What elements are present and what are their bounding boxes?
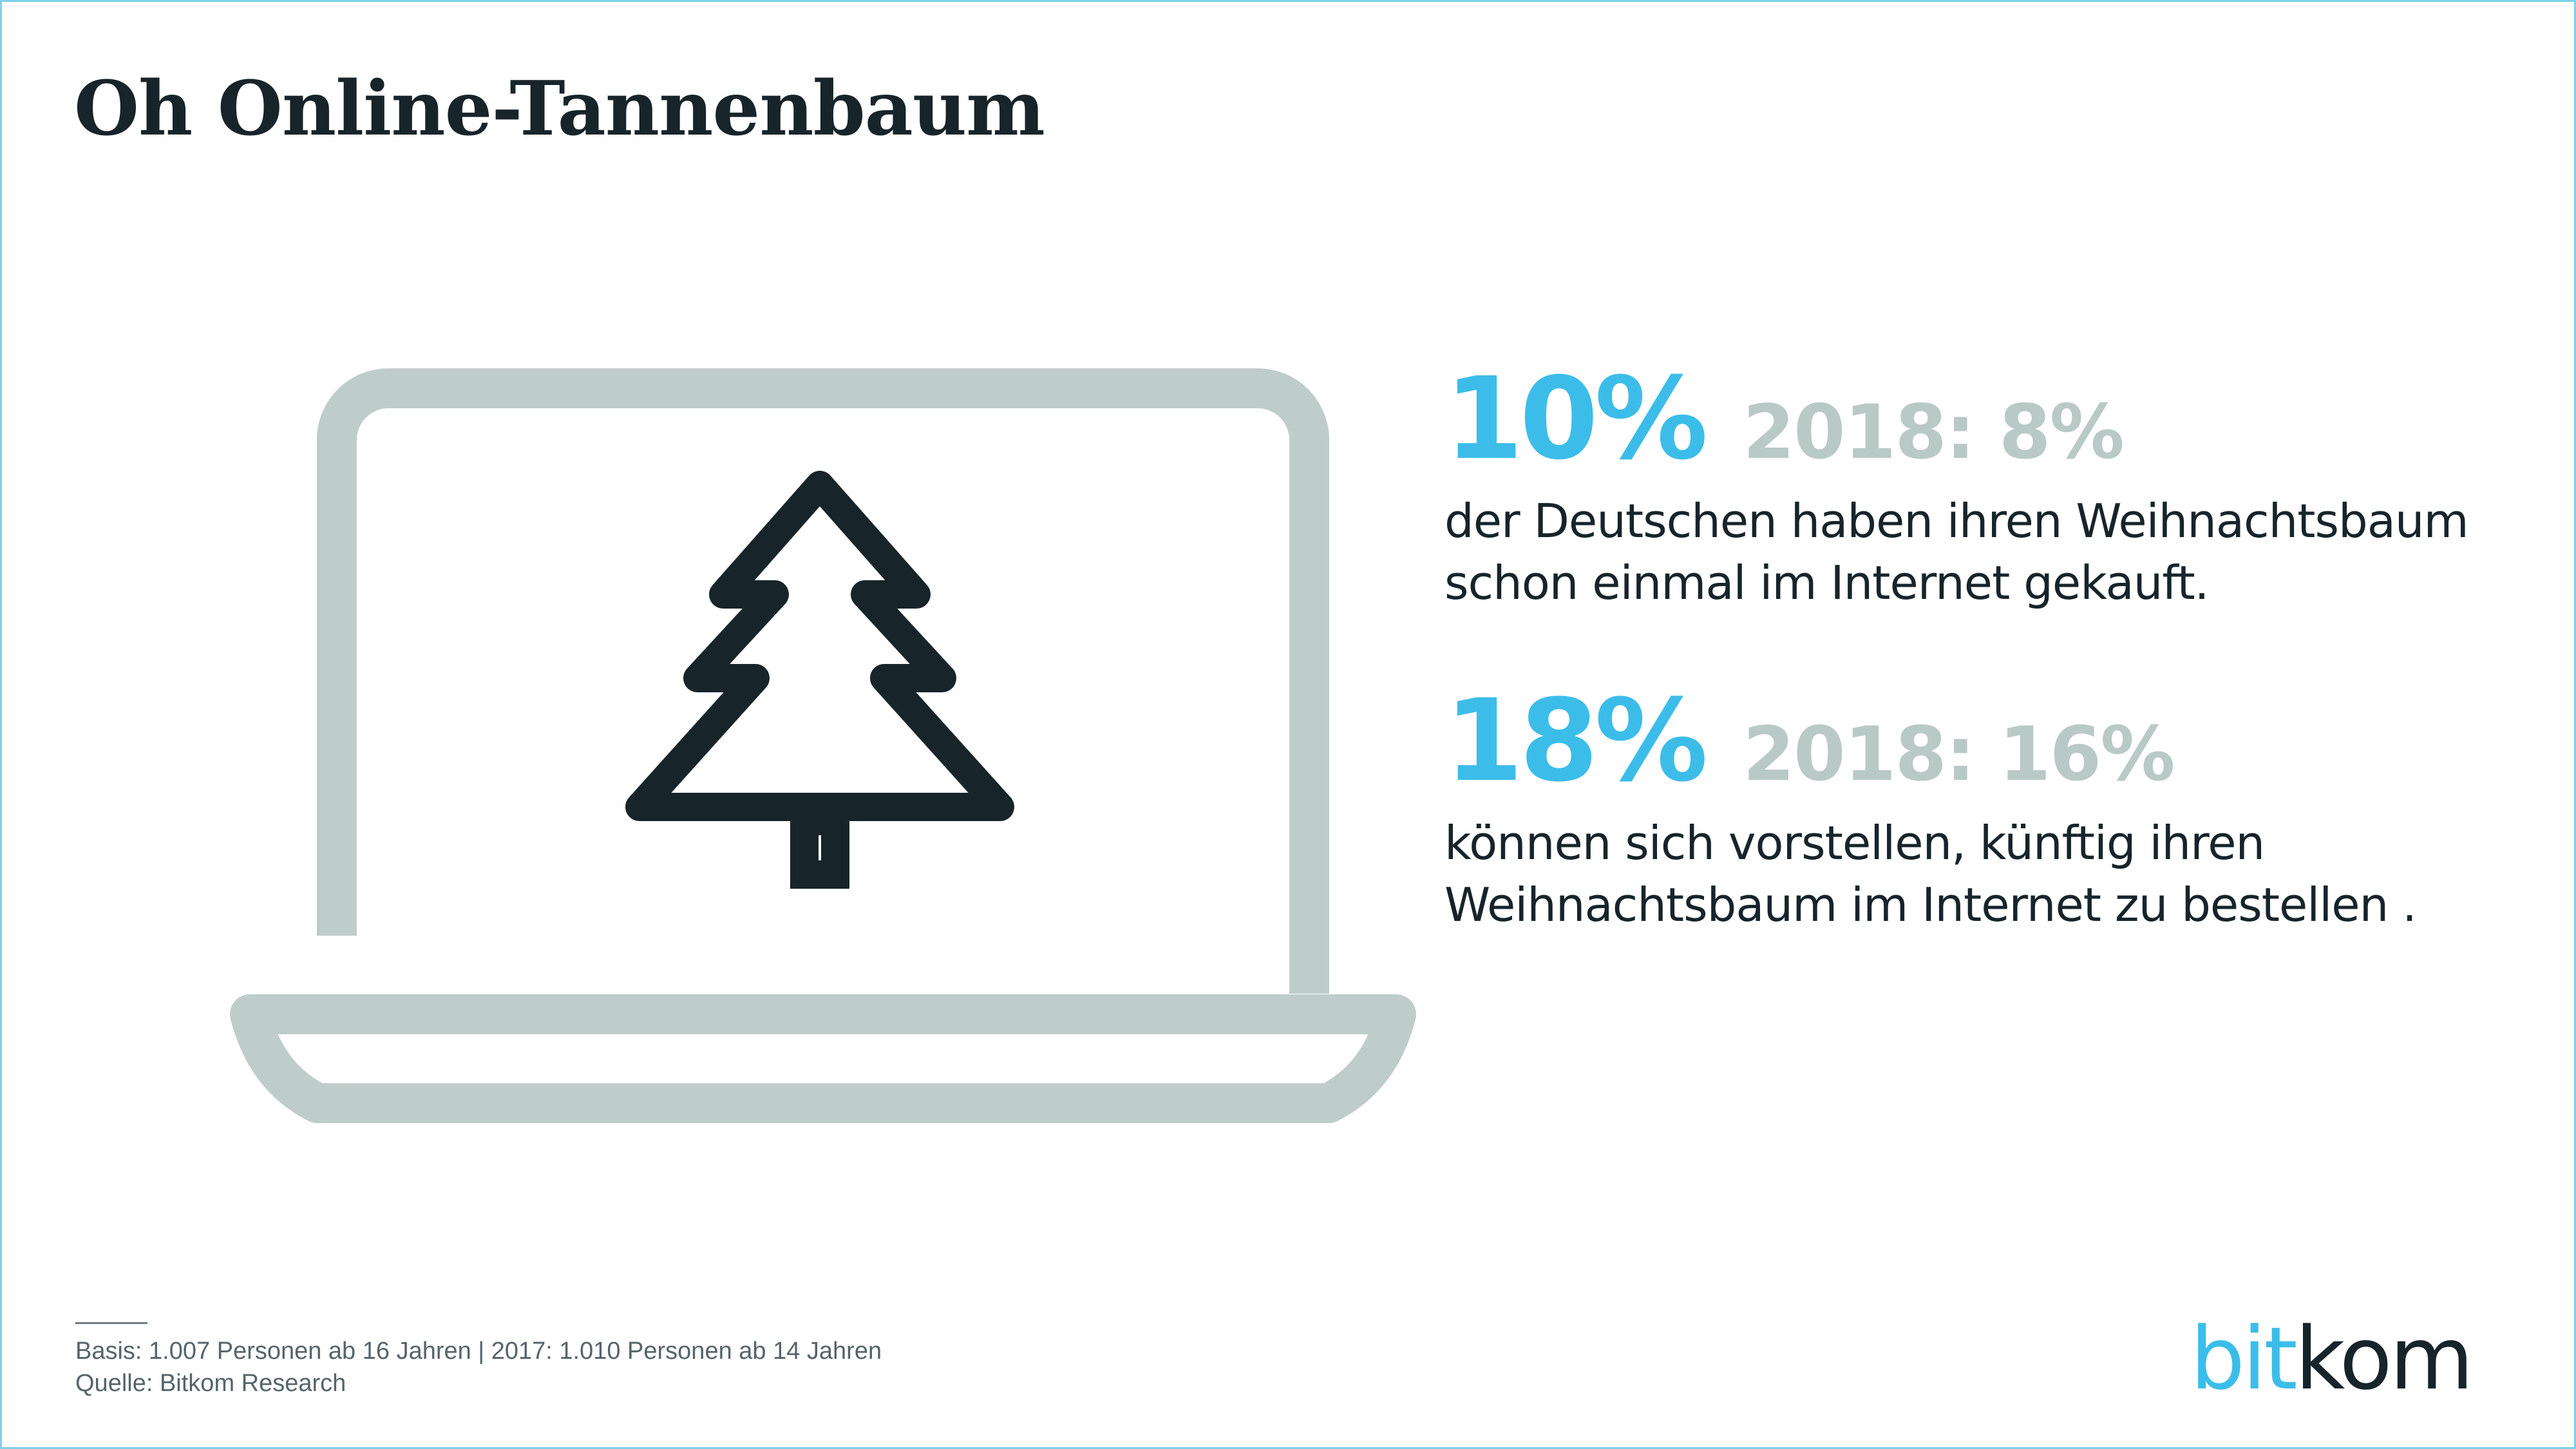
footnote: Basis: 1.007 Personen ab 16 Jahren | 201… bbox=[75, 1335, 882, 1399]
stat-description-2: können sich vorstellen, künftig ihren We… bbox=[1444, 812, 2449, 936]
stat-value-2: 18% bbox=[1444, 675, 1708, 807]
stat-block-2: 18% 2018: 16% können sich vorstellen, kü… bbox=[1444, 685, 2449, 936]
stat-previous-1: 2018: 8% bbox=[1743, 389, 2125, 476]
stat-description-2-line-1: können sich vorstellen, künftig ihren bbox=[1444, 816, 2265, 870]
footnote-divider bbox=[75, 1322, 147, 1324]
laptop-icon bbox=[230, 368, 1416, 1123]
stat-description-2-line-2: Weihnachtsbaum im Internet zu bestellen … bbox=[1444, 878, 2417, 932]
christmas-tree-icon bbox=[625, 471, 1014, 889]
page-title: Oh Online-Tannenbaum bbox=[74, 65, 1045, 153]
stat-head-1: 10% 2018: 8% bbox=[1444, 363, 2449, 476]
stat-head-2: 18% 2018: 16% bbox=[1444, 685, 2449, 798]
footnote-basis: Basis: 1.007 Personen ab 16 Jahren | 201… bbox=[75, 1338, 882, 1365]
logo-part-kom: kom bbox=[2295, 1309, 2474, 1409]
footnote-source: Quelle: Bitkom Research bbox=[75, 1370, 346, 1397]
logo-part-bit: bit bbox=[2190, 1309, 2298, 1409]
stat-value-1: 10% bbox=[1444, 353, 1708, 485]
stat-block-1: 10% 2018: 8% der Deutschen haben ihren W… bbox=[1444, 363, 2469, 614]
stat-description-1-line-2: schon einmal im Internet gekauft. bbox=[1444, 556, 2210, 610]
stat-previous-2: 2018: 16% bbox=[1743, 711, 2175, 798]
stat-description-1: der Deutschen haben ihren Weihnachtsbaum… bbox=[1444, 490, 2469, 614]
bitkom-logo: bitkom bbox=[2190, 1316, 2474, 1402]
laptop-illustration bbox=[230, 368, 1416, 1123]
stat-description-1-line-1: der Deutschen haben ihren Weihnachtsbaum bbox=[1444, 494, 2469, 548]
